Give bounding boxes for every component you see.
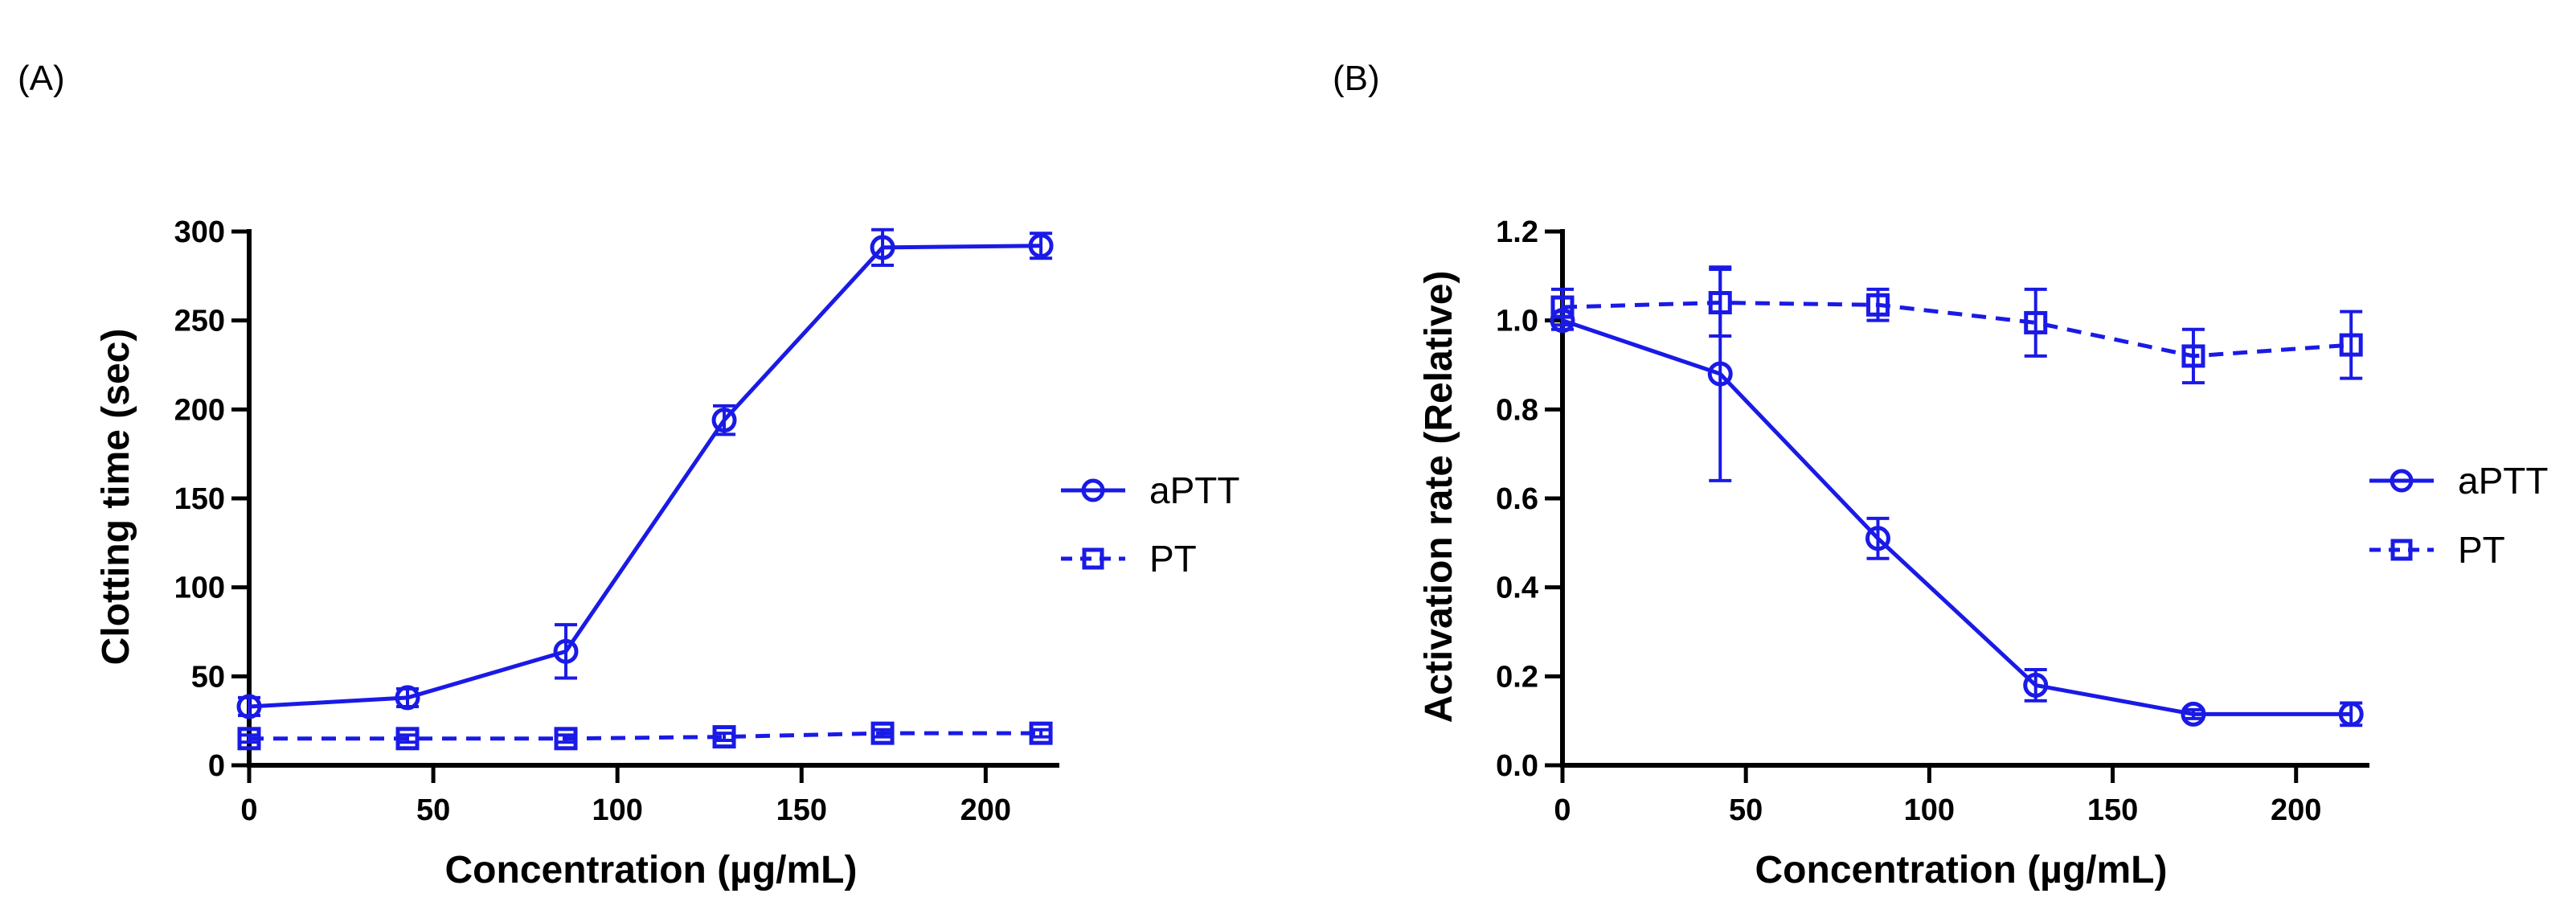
panel-a-pt-point	[1029, 721, 1053, 745]
panel-a-legend-pt-marker	[1082, 547, 1104, 570]
panel-b-y-tick-label: 0.6	[1496, 482, 1538, 516]
panel-b-y-tick-label: 0.8	[1496, 393, 1538, 427]
panel-a-legend-aptt-label: aPTT	[1149, 469, 1239, 511]
panel-b-pt-point	[2181, 344, 2205, 368]
panel-b: (B) Activation rate (Relative) Concentra…	[1333, 59, 2548, 891]
panel-b-y-axis-title: Activation rate (Relative)	[1418, 271, 1460, 723]
panel-a-y-axis-title: Clotting time (sec)	[95, 329, 137, 666]
panel-a-pt-point	[712, 725, 736, 749]
panel-a-aptt-point	[1028, 233, 1054, 259]
panel-a-legend-pt-label: PT	[1149, 538, 1197, 580]
panel-a-x-tick-label: 0	[240, 793, 257, 827]
panel-b-label: (B)	[1333, 59, 1380, 98]
panel-b-aptt-point	[2338, 701, 2364, 727]
panel-b-y-tick-label: 0.4	[1496, 572, 1538, 605]
panel-b-x-tick-label: 50	[1729, 793, 1763, 827]
panel-b-y-tick-label: 0.2	[1496, 660, 1538, 694]
panel-a-y-tick-label: 250	[174, 305, 225, 338]
panel-a-y-tick-label: 200	[174, 393, 225, 427]
panel-a-pt-point	[237, 727, 261, 751]
panel-a-y-tick-label: 300	[174, 215, 225, 249]
panel-b-legend-pt-label: PT	[2458, 529, 2505, 571]
panel-a-label: (A)	[18, 59, 65, 98]
panel-a-pt-point	[870, 721, 895, 745]
panel-b-x-tick-label: 200	[2271, 793, 2321, 827]
panel-b-y-tick-label: 1.0	[1496, 305, 1538, 338]
panel-a-x-tick-label: 150	[776, 793, 827, 827]
panel-a-y-tick-label: 50	[191, 660, 225, 694]
panel-b-pt-point	[1865, 293, 1890, 317]
panel-b-x-axis-title: Concentration (µg/mL)	[1755, 849, 2168, 891]
panel-b-legend-aptt-label: aPTT	[2458, 460, 2548, 502]
panel-b-x-tick-label: 0	[1554, 793, 1571, 827]
panel-a-aptt-line	[248, 244, 1042, 709]
panel-b-y-tick-label: 1.2	[1496, 215, 1538, 249]
panel-a-aptt-point	[553, 638, 579, 664]
panel-b-y-tick-label: 0.0	[1496, 749, 1538, 783]
panel-a-aptt-point	[870, 235, 895, 260]
panel-b-x-tick-label: 150	[2087, 793, 2138, 827]
panel-a-aptt-point	[236, 694, 262, 719]
panel-b-aptt-point	[2181, 701, 2206, 727]
panel-b-x-tick-label: 100	[1904, 793, 1955, 827]
panel-a-aptt-point	[711, 408, 737, 433]
panel-a-x-axis-title: Concentration (µg/mL)	[445, 849, 858, 891]
panel-a-x-tick-label: 50	[416, 793, 450, 827]
panel-b-pt-point	[1550, 295, 1575, 319]
panel-a-y-tick-label: 0	[208, 749, 225, 783]
panel-a-pt-point	[395, 727, 420, 751]
panel-a-legend-aptt-marker	[1081, 478, 1105, 502]
panel-a-pt-line	[249, 731, 1042, 741]
panel-a: (A) Clotting time (sec) Concentration (µ…	[18, 59, 1239, 891]
panel-b-pt-point	[1708, 291, 1732, 315]
panel-a-x-tick-label: 200	[960, 793, 1011, 827]
panel-b-aptt-line	[1562, 318, 2352, 716]
panel-b-legend-aptt-marker	[2390, 469, 2414, 493]
panel-a-y-tick-label: 100	[174, 572, 225, 605]
panel-b-aptt-point	[2023, 672, 2049, 698]
panel-a-y-tick-label: 150	[174, 482, 225, 516]
panel-b-aptt-point	[1865, 526, 1890, 551]
panel-a-aptt-point	[395, 685, 420, 711]
panel-a-x-tick-label: 100	[592, 793, 642, 827]
panel-a-pt-point	[554, 727, 578, 751]
panel-b-legend-pt-marker	[2390, 539, 2413, 561]
panel-b-pt-point	[2339, 333, 2363, 357]
panel-b-aptt-point	[1707, 361, 1733, 387]
panel-b-pt-point	[2024, 310, 2048, 334]
panel-b-pt-line	[1562, 301, 2352, 359]
